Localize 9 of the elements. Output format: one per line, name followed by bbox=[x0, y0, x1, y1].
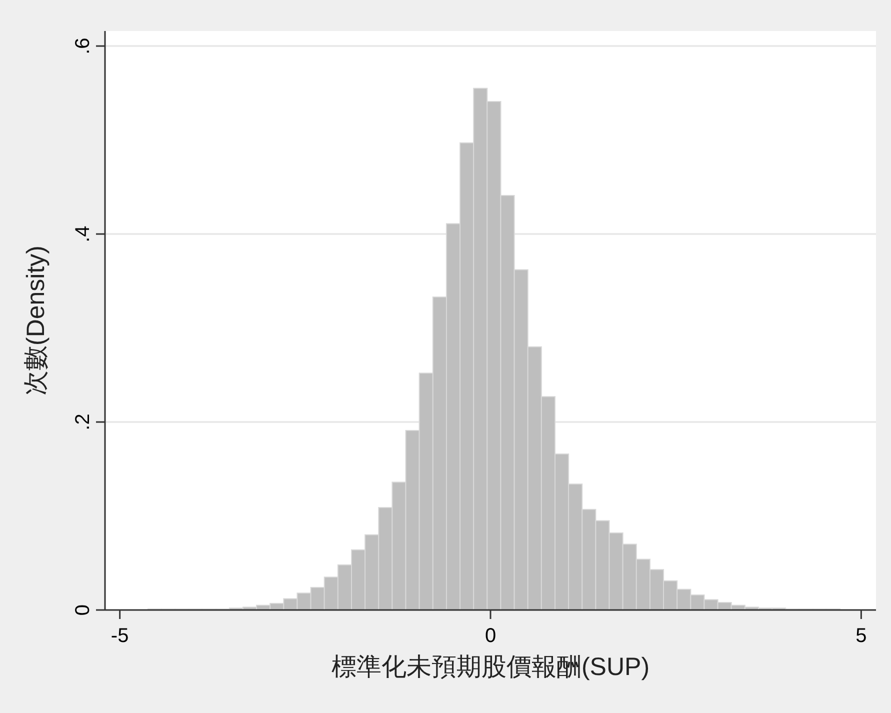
y-tick-label: .4 bbox=[72, 226, 94, 242]
y-tick-label: .2 bbox=[72, 414, 94, 430]
x-tick-label: 0 bbox=[484, 625, 496, 647]
x-tick-label: -5 bbox=[110, 625, 129, 647]
x-tick-label: 5 bbox=[856, 625, 867, 647]
y-tick-label: .6 bbox=[72, 38, 94, 54]
y-axis-title: 次數(Density) bbox=[22, 245, 50, 396]
x-axis-title: 標準化未預期股價報酬(SUP) bbox=[331, 653, 650, 681]
y-tick-label: 0 bbox=[72, 604, 94, 616]
